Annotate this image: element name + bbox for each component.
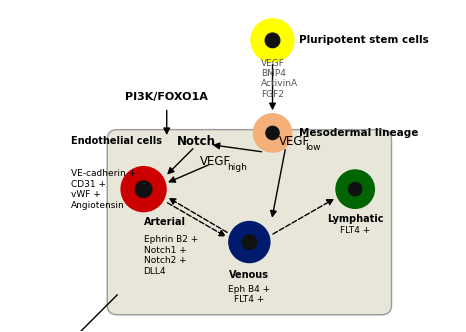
Text: PI3K/FOXO1A: PI3K/FOXO1A [125,92,208,102]
Text: Endothelial cells: Endothelial cells [71,136,162,146]
Text: VEGF: VEGF [279,135,310,148]
Circle shape [349,183,362,196]
Text: VEGF
BMP4
ActivinA
FGF2: VEGF BMP4 ActivinA FGF2 [261,58,298,99]
Circle shape [336,170,374,208]
Text: Lymphatic: Lymphatic [327,214,384,224]
FancyBboxPatch shape [107,129,391,315]
Text: Pluripotent stem cells: Pluripotent stem cells [299,36,429,45]
Text: Ephrin B2 +
Notch1 +
Notch2 +
DLL4: Ephrin B2 + Notch1 + Notch2 + DLL4 [144,235,198,276]
Text: VE-cadherin +
CD31 +
vWF +
Angiotensin: VE-cadherin + CD31 + vWF + Angiotensin [71,169,136,209]
Circle shape [135,181,152,198]
Text: Notch: Notch [177,135,216,148]
Text: Mesodermal lineage: Mesodermal lineage [299,128,418,138]
Circle shape [254,114,292,152]
Text: low: low [305,143,321,152]
Circle shape [251,19,294,62]
Text: high: high [227,163,247,172]
Circle shape [266,126,279,139]
Circle shape [229,221,270,263]
Circle shape [265,33,280,47]
Text: Arterial: Arterial [144,217,185,227]
Text: Venous: Venous [229,270,269,280]
Circle shape [242,235,257,249]
Circle shape [121,167,166,211]
Text: FLT4 +: FLT4 + [340,225,370,234]
Text: VEGF: VEGF [200,154,231,168]
Text: Eph B4 +
FLT4 +: Eph B4 + FLT4 + [228,285,270,304]
